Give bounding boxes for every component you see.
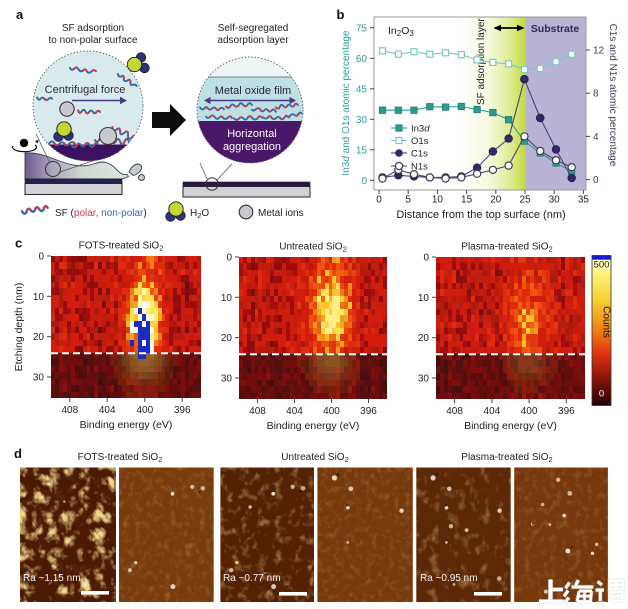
svg-text:Metal oxide film: Metal oxide film [215,85,291,97]
svg-text:60: 60 [356,54,368,65]
svg-text:N1s: N1s [411,162,428,173]
svg-text:adsorption layer: adsorption layer [217,35,289,46]
svg-text:Binding energy (eV): Binding energy (eV) [464,420,557,432]
svg-text:10: 10 [418,293,430,304]
svg-text:396: 396 [558,406,575,417]
svg-text:15: 15 [356,145,368,156]
svg-text:400: 400 [521,406,538,417]
svg-text:Plasma-treated SiO2: Plasma-treated SiO2 [461,452,552,464]
svg-text:In2O3: In2O3 [388,25,414,38]
svg-text:Substrate: Substrate [531,23,580,35]
svg-text:30: 30 [33,373,45,384]
svg-text:20: 20 [418,333,430,344]
svg-text:0: 0 [38,252,44,263]
svg-text:to non-polar surface: to non-polar surface [49,35,138,46]
svg-text:Binding energy (eV): Binding energy (eV) [267,420,360,432]
svg-text:Self-segregated: Self-segregated [218,23,289,34]
svg-text:b: b [337,7,345,22]
svg-text:Binding energy (eV): Binding energy (eV) [80,419,173,431]
svg-text:SF (polar, non-polar): SF (polar, non-polar) [55,208,147,219]
svg-text:Untreated SiO2: Untreated SiO2 [281,452,349,464]
svg-text:5: 5 [405,195,411,206]
svg-text:Ra ~1.15 nm: Ra ~1.15 nm [23,573,81,584]
svg-text:H2O: H2O [190,208,209,220]
svg-text:30: 30 [418,374,430,385]
svg-text:Metal ions: Metal ions [258,208,304,219]
svg-text:15: 15 [461,195,473,206]
svg-text:500: 500 [594,260,610,271]
svg-text:d: d [14,446,22,461]
svg-text:396: 396 [174,405,191,416]
svg-text:404: 404 [99,405,116,416]
svg-text:SF adsorption layer: SF adsorption layer [476,18,487,105]
svg-text:0: 0 [599,389,604,400]
svg-text:C1s and N1s atomic percentage: C1s and N1s atomic percentage [607,24,618,167]
svg-text:aggregation: aggregation [223,141,281,153]
svg-text:30: 30 [356,115,368,126]
svg-text:C1s: C1s [411,149,428,160]
svg-text:Untreated SiO2: Untreated SiO2 [279,242,347,254]
svg-text:10: 10 [33,292,45,303]
svg-text:400: 400 [323,406,340,417]
svg-text:404: 404 [484,406,501,417]
svg-text:25: 25 [519,195,531,206]
svg-text:Ra ~0.77 nm: Ra ~0.77 nm [223,573,281,584]
svg-text:In3d: In3d [411,124,430,135]
svg-text:408: 408 [446,406,463,417]
svg-text:0: 0 [593,175,599,186]
svg-text:Centrifugal force: Centrifugal force [45,84,126,96]
svg-text:20: 20 [221,333,233,344]
svg-text:In3d and O1s atomic percentage: In3d and O1s atomic percentage [341,30,352,176]
svg-text:20: 20 [490,195,502,206]
svg-text:Etching depth (nm): Etching depth (nm) [13,283,25,372]
svg-text:0: 0 [423,253,429,264]
svg-text:Horizontal: Horizontal [227,128,277,140]
svg-text:45: 45 [356,84,368,95]
svg-text:408: 408 [61,405,78,416]
svg-text:30: 30 [221,374,233,385]
svg-text:10: 10 [221,293,233,304]
svg-text:0: 0 [226,253,232,264]
svg-text:Distance from the top surface: Distance from the top surface (nm) [396,209,565,221]
svg-text:FOTS-treated SiO2: FOTS-treated SiO2 [78,452,163,464]
svg-text:10: 10 [432,195,444,206]
svg-text:75: 75 [356,23,368,34]
svg-text:0: 0 [376,195,382,206]
svg-text:408: 408 [249,406,266,417]
svg-text:Ra ~0.95 nm: Ra ~0.95 nm [420,573,478,584]
svg-text:400: 400 [136,405,153,416]
svg-text:30: 30 [549,195,561,206]
svg-text:35: 35 [578,195,590,206]
svg-text:SF adsorption: SF adsorption [62,23,124,34]
svg-text:a: a [16,7,24,22]
svg-text:Plasma-treated SiO2: Plasma-treated SiO2 [461,242,552,254]
svg-text:396: 396 [360,406,377,417]
svg-text:c: c [15,236,22,251]
svg-text:FOTS-treated SiO2: FOTS-treated SiO2 [79,241,164,253]
svg-text:20: 20 [33,332,45,343]
svg-text:404: 404 [286,406,303,417]
svg-text:0: 0 [361,176,367,187]
svg-text:8: 8 [593,89,599,100]
svg-text:O1s: O1s [411,136,429,147]
svg-text:Counts: Counts [601,306,612,338]
svg-text:4: 4 [593,132,599,143]
svg-text:12: 12 [593,46,605,57]
